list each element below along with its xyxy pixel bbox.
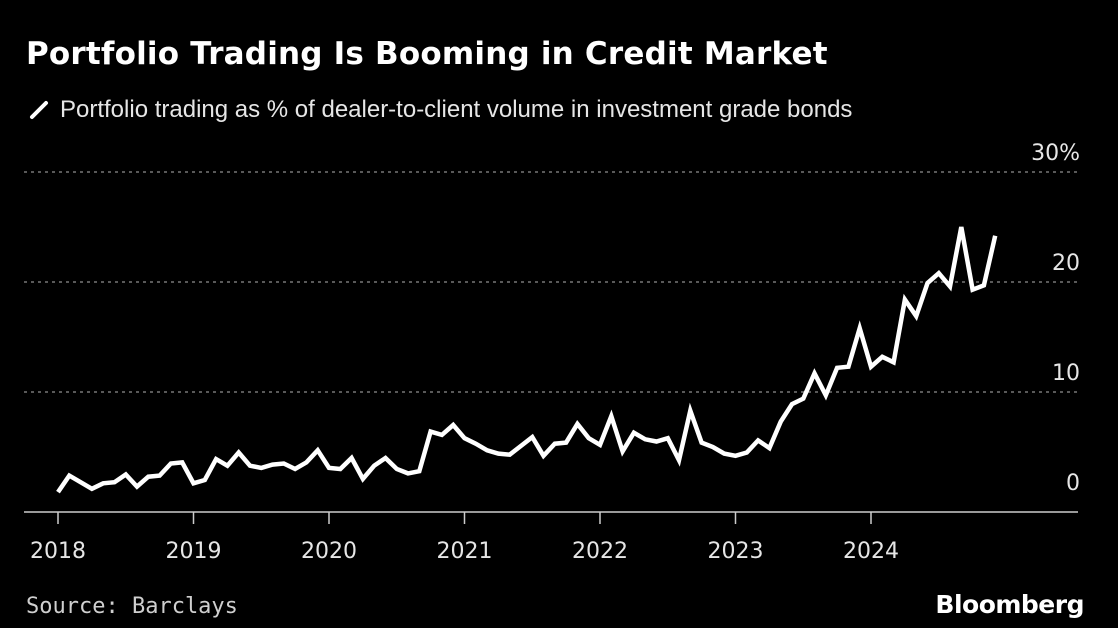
x-tick-label: 2018: [30, 539, 86, 564]
x-tick-label: 2024: [843, 539, 899, 564]
bloomberg-logo: Bloomberg: [935, 590, 1084, 619]
y-tick-label: 20: [1052, 251, 1080, 276]
x-tick-label: 2020: [301, 539, 357, 564]
legend: Portfolio trading as % of dealer-to-clie…: [28, 96, 852, 124]
legend-label: Portfolio trading as % of dealer-to-clie…: [60, 96, 853, 123]
y-tick-label: 10: [1052, 361, 1080, 386]
y-tick-label: 0: [1066, 471, 1080, 496]
legend-line-swatch-icon: [30, 101, 48, 119]
y-tick-label: 30%: [1031, 141, 1080, 166]
x-tick-label: 2022: [572, 539, 628, 564]
series-line: [56, 226, 998, 494]
source-note: Source: Barclays: [26, 594, 238, 619]
x-tick-label: 2019: [166, 539, 222, 564]
x-tick-label: 2023: [708, 539, 764, 564]
x-tick-label: 2021: [437, 539, 493, 564]
chart-title: Portfolio Trading Is Booming in Credit M…: [26, 36, 828, 72]
